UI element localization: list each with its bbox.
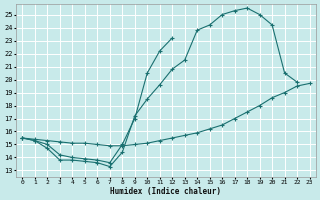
X-axis label: Humidex (Indice chaleur): Humidex (Indice chaleur)	[110, 187, 221, 196]
